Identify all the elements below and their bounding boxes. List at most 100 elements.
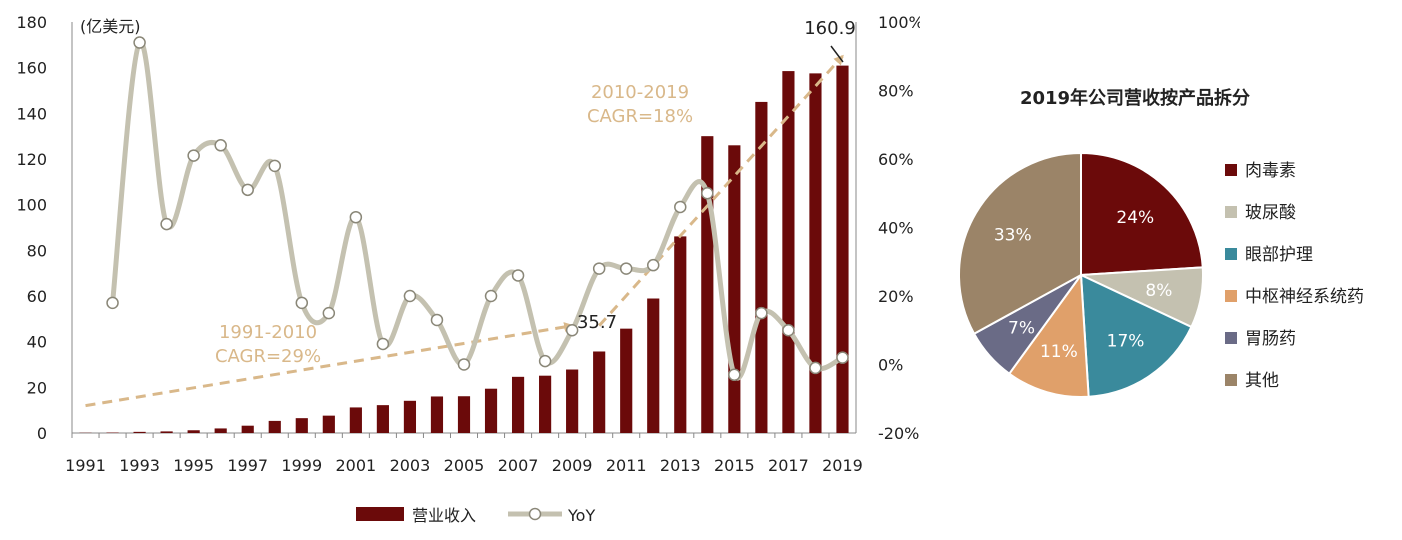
pie-title: 2019年公司营收按产品拆分	[1020, 87, 1250, 109]
left-axis-tick-label: 80	[27, 241, 47, 260]
pie-legend-swatch	[1225, 206, 1237, 218]
yoy-point	[674, 200, 687, 214]
revenue-combo-chart: 0 20 40 60 80 100 120 140 160 180 -20% 0% 20% 40% 60% 8…	[16, 13, 920, 525]
left-axis-unit-label: (亿美元)	[80, 17, 141, 36]
left-axis-tick-label: 40	[27, 333, 47, 352]
yoy-point	[268, 159, 282, 173]
revenue-bar	[241, 425, 254, 433]
yoy-point	[133, 36, 146, 49]
revenue-bar	[322, 415, 335, 433]
revenue-bar	[160, 431, 173, 433]
cagr-1991-2010-label: 1991-2010	[219, 322, 317, 343]
cagr-1991-2010-value: CAGR=29%	[215, 346, 321, 367]
yoy-point	[511, 269, 525, 282]
pie-legend-label: 肉毒素	[1245, 161, 1296, 181]
right-axis-tick-label: 100%	[878, 13, 920, 32]
legend-yoy-marker	[528, 507, 542, 521]
data-label-2019: 160.9	[804, 18, 856, 39]
pie-legend-swatch	[1225, 290, 1237, 302]
x-axis-tick-label: 2017	[768, 456, 809, 475]
left-axis-tick-label: 0	[37, 424, 47, 443]
revenue-bar	[484, 388, 498, 433]
x-axis-tick-label: 2015	[714, 456, 755, 475]
revenue-bar	[376, 405, 389, 433]
revenue-bar	[809, 73, 822, 433]
legend-yoy-label: YoY	[567, 506, 595, 525]
pie-slice-label: 11%	[1040, 342, 1078, 362]
legend-revenue-label: 营业收入	[412, 506, 476, 525]
pie-legend-swatch	[1225, 332, 1237, 344]
x-axis-tick-label: 2011	[606, 456, 647, 475]
data-label-2019-leader	[830, 45, 844, 63]
pie-slice	[1080, 151, 1204, 277]
revenue-bar	[782, 71, 795, 433]
right-axis-tick-label: 80%	[878, 82, 914, 101]
cagr-2010-2019-value: CAGR=18%	[587, 106, 693, 127]
yoy-point	[376, 337, 390, 351]
x-axis-tick-label: 2003	[390, 456, 431, 475]
yoy-point	[106, 296, 119, 310]
revenue-bar	[647, 298, 660, 433]
revenue-bar	[539, 375, 552, 433]
x-axis-tick-label: 1999	[281, 456, 322, 475]
cagr-trend-arrow	[598, 54, 844, 327]
revenue-bar	[620, 328, 633, 433]
pie-slice	[1079, 273, 1193, 398]
right-axis-tick-label: 0%	[878, 356, 903, 375]
yoy-point	[809, 361, 822, 375]
revenue-bar	[295, 418, 308, 433]
right-axis-tick-label: 40%	[878, 219, 914, 238]
pie-slice	[958, 151, 1082, 336]
revenue-bar	[728, 145, 741, 434]
pie-slice-label: 24%	[1116, 208, 1154, 228]
legend-revenue-swatch	[356, 507, 404, 521]
yoy-point	[430, 313, 444, 327]
revenue-bar	[349, 407, 362, 433]
yoy-point	[160, 217, 173, 231]
right-axis-tick-label: 20%	[878, 287, 914, 306]
yoy-point	[538, 354, 552, 368]
yoy-point	[241, 183, 254, 197]
data-label-2010: 35.7	[577, 312, 617, 333]
left-axis-tick-label: 160	[16, 59, 47, 78]
revenue-bar	[133, 431, 146, 433]
pie-legend-swatch	[1225, 164, 1237, 176]
x-axis-tick-label: 2007	[498, 456, 539, 475]
revenue-bar	[566, 369, 579, 433]
yoy-point	[646, 258, 660, 272]
pie-legend-label: 眼部护理	[1245, 245, 1313, 265]
pie-legend-swatch	[1225, 248, 1237, 260]
yoy-point	[214, 139, 227, 152]
x-axis-tick-label: 2005	[444, 456, 485, 475]
revenue-bar	[403, 400, 417, 433]
pie-legend-swatch	[1225, 374, 1237, 386]
left-axis-tick-label: 60	[27, 287, 47, 306]
pie-legend-label: 其他	[1245, 371, 1279, 391]
yoy-line	[110, 39, 844, 381]
yoy-point	[755, 306, 768, 320]
yoy-point	[457, 358, 471, 371]
pie-legend-label: 胃肠药	[1245, 329, 1296, 349]
x-axis-tick-label: 2019	[822, 456, 863, 475]
yoy-point	[782, 324, 795, 337]
yoy-point	[728, 368, 741, 382]
pie-slice	[1007, 272, 1090, 398]
right-axis-tick-label: 60%	[878, 150, 914, 169]
revenue-bar	[457, 396, 471, 433]
cagr-trend-arrow	[85, 322, 575, 408]
x-axis-tick-label: 2009	[552, 456, 593, 475]
left-axis-tick-label: 180	[16, 13, 47, 32]
yoy-point	[403, 289, 417, 303]
product-pie-chart: 2019年公司营收按产品拆分 24% 肉毒素 8% 玻尿酸 17% 眼部护理 11% 中枢神经系…	[958, 87, 1364, 398]
yoy-point	[836, 351, 849, 364]
pie-slice-label: 17%	[1107, 332, 1145, 352]
left-axis-tick-label: 100	[16, 196, 47, 215]
cagr-2010-2019-label: 2010-2019	[591, 82, 689, 103]
x-axis-tick-label: 1991	[65, 456, 106, 475]
revenue-bar	[187, 430, 200, 433]
yoy-point	[295, 296, 309, 310]
revenue-bar	[836, 65, 849, 433]
revenue-bar	[593, 351, 606, 433]
yoy-point	[565, 324, 579, 337]
